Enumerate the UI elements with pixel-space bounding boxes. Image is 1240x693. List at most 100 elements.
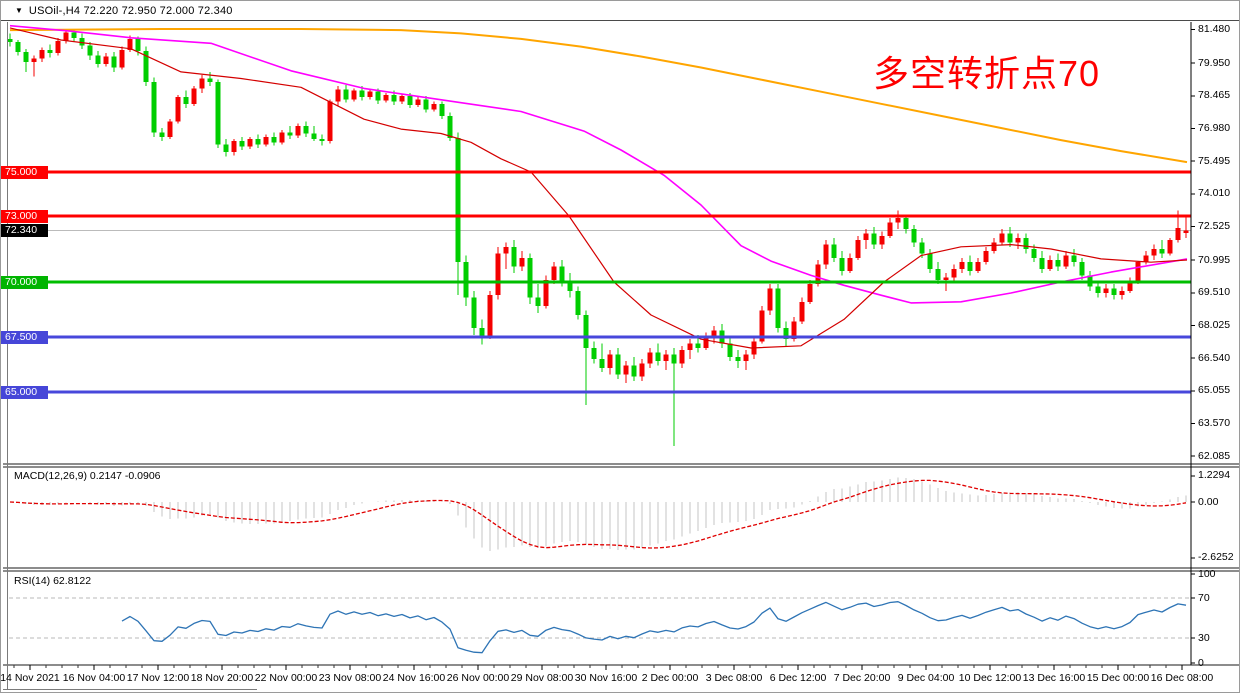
candle-body [895, 218, 901, 223]
time-axis-label: 17 Nov 12:00 [126, 672, 190, 684]
ma-slow-line [9, 28, 1188, 164]
candle-body [199, 78, 205, 89]
price-axis-label: 75.495 [1198, 154, 1231, 167]
candle-body [95, 55, 101, 65]
candle-body [599, 359, 605, 368]
candle-body [1023, 238, 1029, 249]
time-axis-label: 16 Nov 04:00 [62, 672, 126, 684]
candle-body [1015, 238, 1021, 243]
price-axis-label: 70.995 [1198, 253, 1231, 266]
candle-body [127, 38, 133, 50]
candle-body [55, 41, 61, 54]
candle-body [1079, 262, 1085, 276]
candle-body [447, 115, 453, 138]
candle-body [1111, 288, 1117, 296]
candle-body [311, 133, 317, 139]
rsi-label: RSI(14) 62.8122 [14, 575, 92, 587]
candle-body [1119, 290, 1125, 296]
candle-body [359, 90, 365, 98]
candle-body [383, 95, 389, 101]
candle-body [47, 49, 53, 54]
candle-body [1063, 255, 1069, 267]
candle-body [327, 101, 333, 142]
candle-body [615, 354, 621, 375]
candle-body [1031, 249, 1037, 258]
window-bottom-notch [3, 689, 257, 690]
candle-body [503, 246, 509, 254]
candle-body [1143, 255, 1149, 263]
time-axis-label: 2 Dec 00:00 [641, 672, 699, 684]
candle-body [911, 229, 917, 243]
candle-body [543, 279, 549, 307]
candle-body [831, 244, 837, 258]
candle-body [375, 91, 381, 101]
candle-body [423, 99, 429, 110]
candle-body [847, 257, 853, 271]
price-axis-label: 76.980 [1198, 121, 1231, 134]
rsi-axis-label: 0 [1198, 656, 1204, 669]
candle-body [591, 348, 597, 359]
candle-body [279, 132, 285, 143]
candle-body [791, 321, 797, 340]
candle-body [607, 354, 613, 368]
candle-body [119, 49, 125, 68]
time-axis-label: 24 Nov 16:00 [382, 672, 446, 684]
price-axis-label: 66.540 [1198, 351, 1231, 364]
price-level-badge: 75.000 [1, 165, 48, 179]
candle-body [1183, 230, 1189, 234]
candle-body [815, 264, 821, 285]
candle-body [535, 297, 541, 307]
candle-body [855, 240, 861, 258]
candle-body [487, 295, 493, 337]
candle-body [1135, 262, 1141, 282]
candle-body [1127, 282, 1133, 291]
price-level-badge: 73.000 [1, 209, 48, 223]
candle-body [415, 99, 421, 105]
candle-body [271, 136, 277, 143]
candle-body [887, 222, 893, 236]
candle-body [1175, 228, 1181, 241]
time-axis-label: 18 Nov 20:00 [190, 672, 254, 684]
candle-body [159, 132, 165, 137]
rsi-line [121, 601, 1187, 654]
candle-body [999, 233, 1005, 243]
candle-body [695, 343, 701, 348]
candle-body [639, 363, 645, 377]
candle-body [399, 96, 405, 102]
candle-body [799, 301, 805, 322]
candle-body [335, 89, 341, 102]
candle-body [703, 337, 709, 348]
candle-body [919, 242, 925, 254]
candle-body [527, 257, 533, 298]
candle-body [239, 141, 245, 147]
candle-body [735, 356, 741, 362]
candle-body [575, 290, 581, 315]
candle-body [111, 56, 117, 68]
candle-body [63, 32, 69, 42]
candle-body [959, 262, 965, 269]
candle-body [191, 88, 197, 104]
candle-body [287, 132, 293, 136]
candle-body [175, 97, 181, 122]
candle-body [983, 251, 989, 263]
price-axis-label: 69.510 [1198, 286, 1231, 299]
price-axis-label: 78.465 [1198, 89, 1231, 102]
candle-body [687, 343, 693, 351]
candle-body [655, 352, 661, 362]
price-axis-label: 62.085 [1198, 449, 1231, 462]
candle-body [975, 262, 981, 271]
candle-body [727, 343, 733, 357]
chart-dropdown-icon[interactable]: ▼ [15, 5, 23, 15]
rsi-axis-label: 30 [1198, 631, 1210, 644]
candle-body [1167, 240, 1173, 254]
macd-label: MACD(12,26,9) 0.2147 -0.0906 [14, 470, 161, 482]
candle-body [1095, 286, 1101, 293]
candle-body [1071, 255, 1077, 263]
candle-body [87, 45, 93, 56]
candle-body [1103, 288, 1109, 293]
candle-body [1151, 249, 1157, 256]
candle-body [559, 266, 565, 282]
window-title: USOil-,H4 72.220 72.950 72.000 72.340 [28, 4, 233, 17]
